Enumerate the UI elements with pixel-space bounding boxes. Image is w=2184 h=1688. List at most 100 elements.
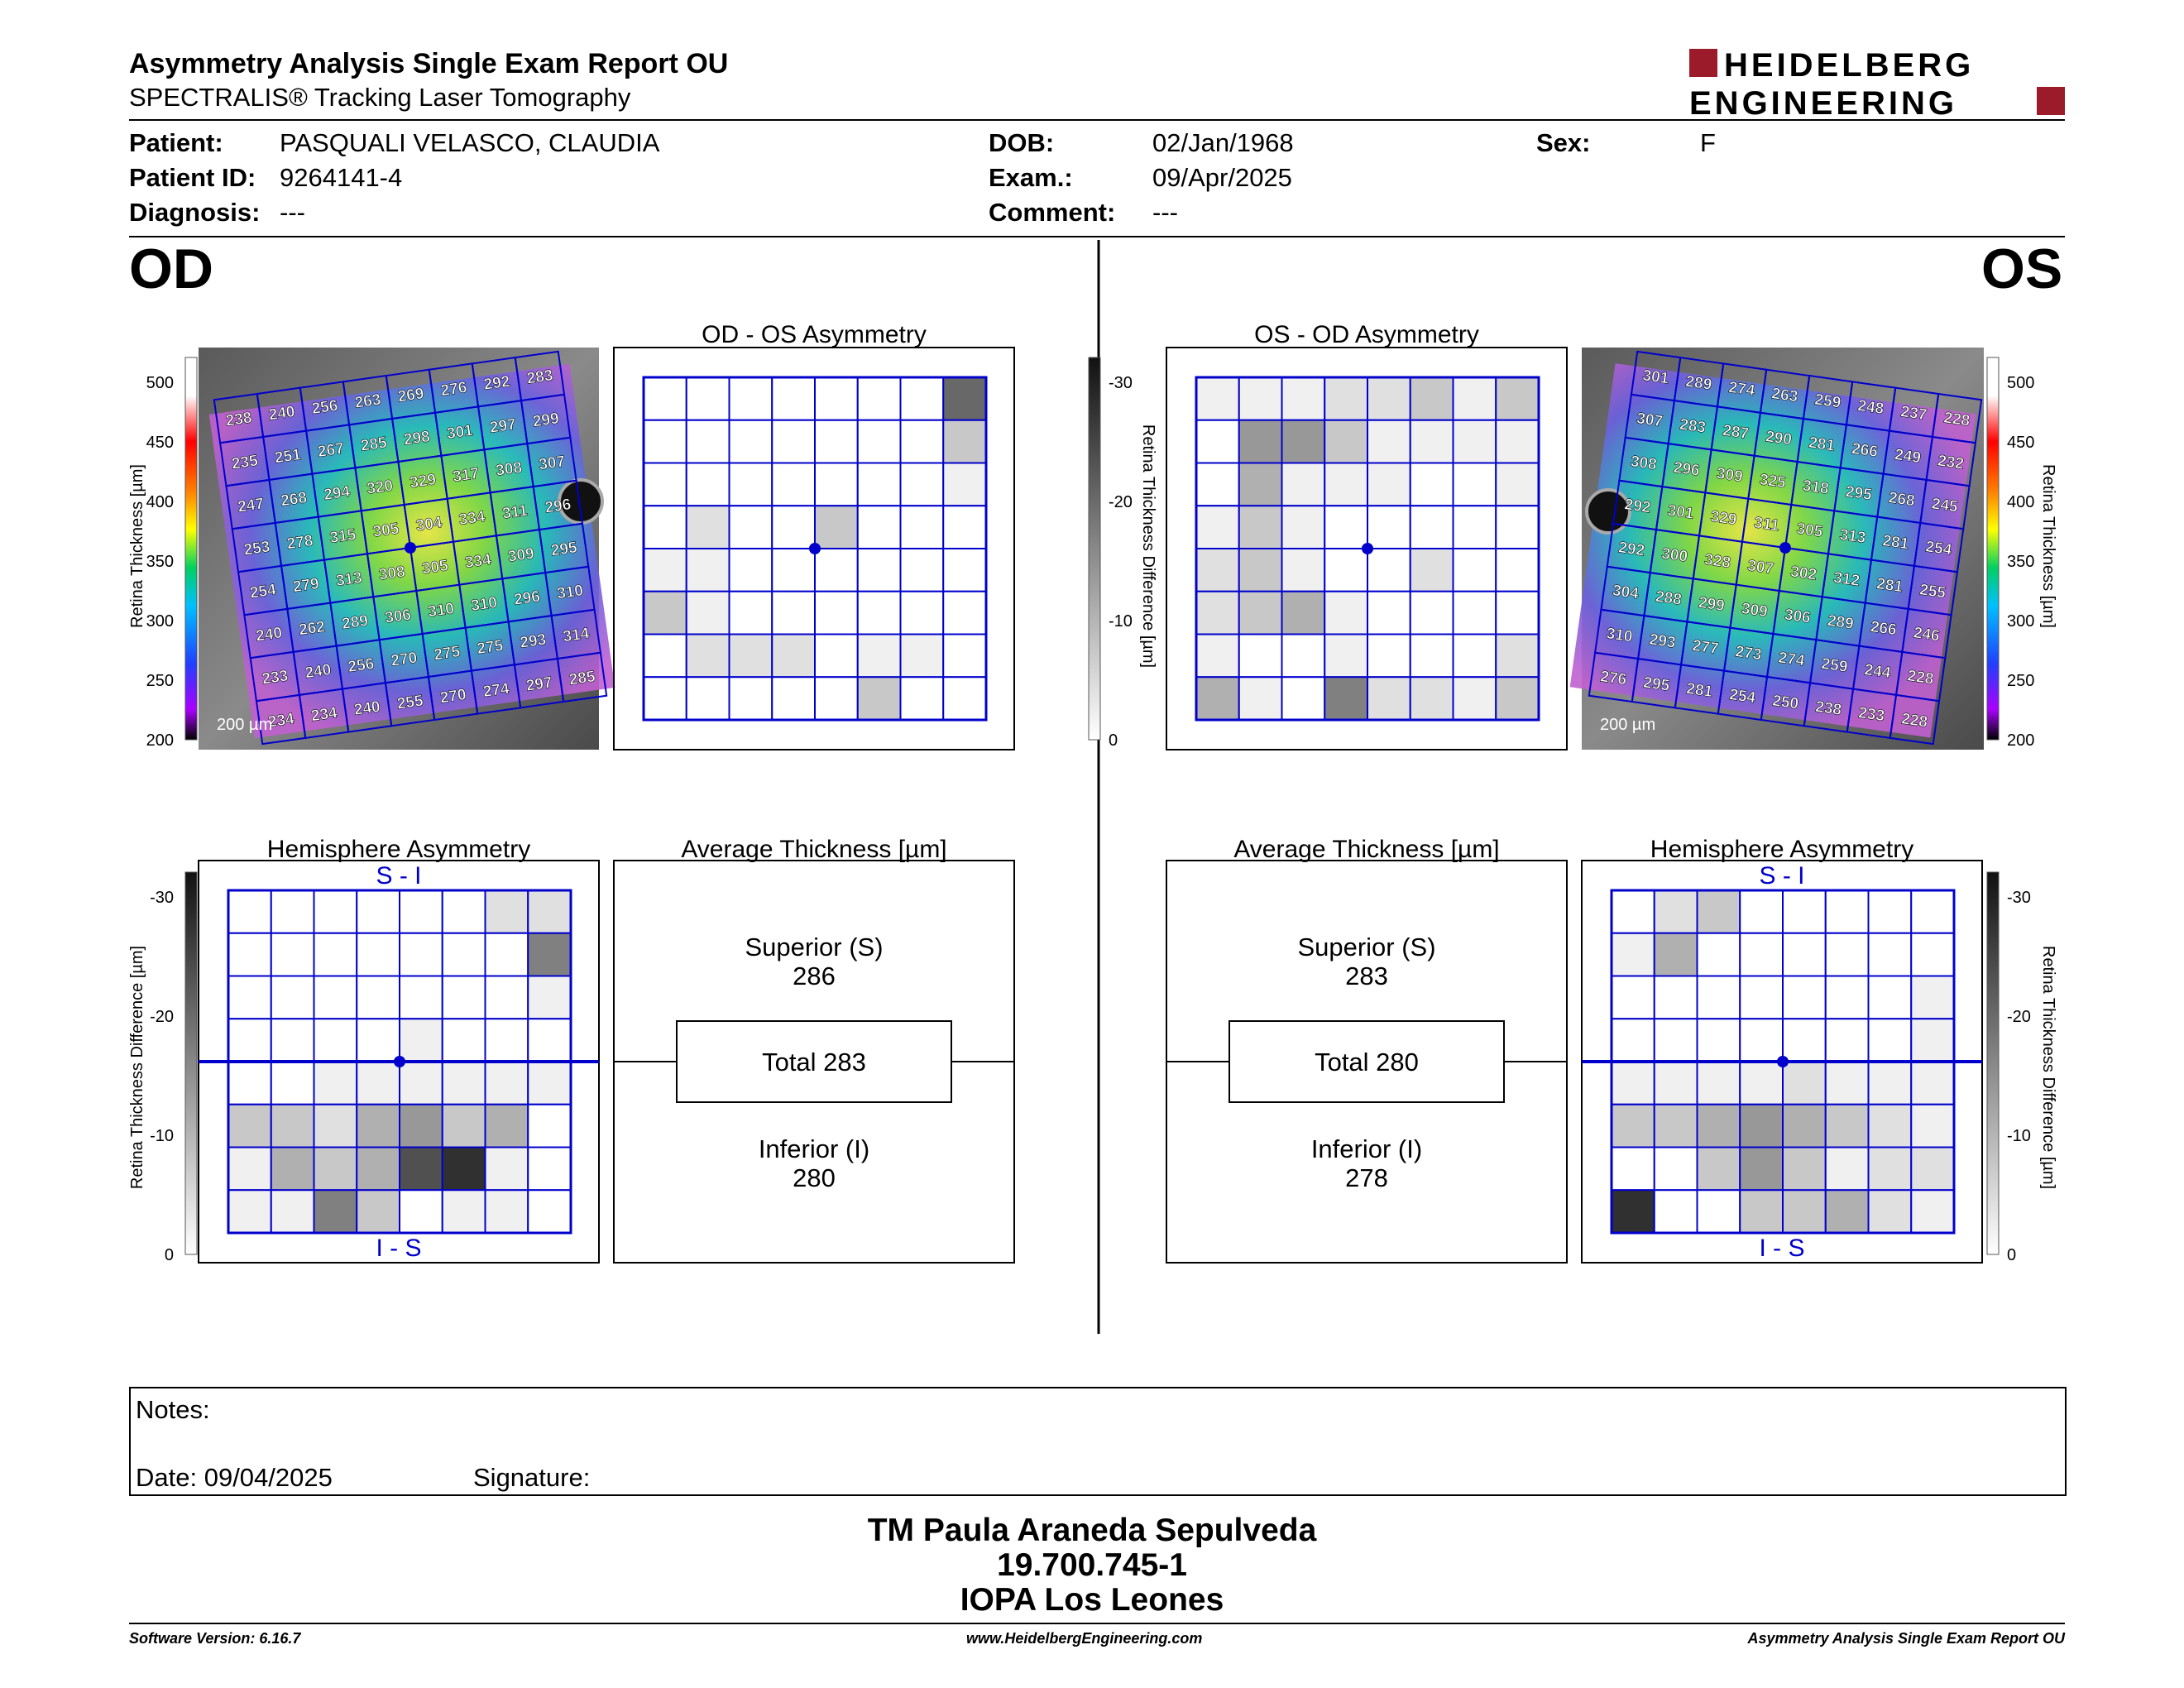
thickness-value: 249	[1894, 446, 1922, 467]
asym-cell	[1824, 890, 1870, 934]
tick-label: -20	[150, 1008, 174, 1026]
thickness-value: 308	[495, 459, 523, 480]
asym-cell	[313, 975, 358, 1020]
asym-cell	[484, 1061, 529, 1105]
software-version: Software Version: 6.16.7	[129, 1630, 301, 1647]
os-thickness-axis-label: Retina Thickness [µm]	[2039, 464, 2057, 628]
asym-cell	[399, 1103, 443, 1149]
asym-cell	[228, 932, 272, 977]
sex-value: F	[1700, 128, 1716, 157]
od-hemi-title: Hemisphere Asymmetry	[267, 836, 530, 863]
thickness-value: 301	[446, 422, 475, 443]
asym-cell	[1611, 932, 1655, 977]
thickness-value: 234	[310, 704, 339, 725]
thickness-value: 256	[347, 655, 375, 676]
os-hemi-si-label: S - I	[1759, 862, 1804, 890]
thickness-value: 299	[1698, 594, 1726, 615]
thickness-value: 266	[1870, 618, 1898, 639]
heidelberg-logo: HEIDELBERG ENGINEERING	[1689, 47, 2065, 121]
asym-cell	[1653, 1061, 1698, 1105]
od-hemi-si-label: S - I	[376, 862, 421, 890]
thickness-value: 281	[1881, 532, 1910, 553]
od-os-asym-panel	[613, 347, 1015, 750]
asym-cell	[856, 505, 902, 549]
asym-cell	[484, 932, 529, 977]
os-hemi-title: Hemisphere Asymmetry	[1650, 836, 1913, 863]
logo-line1: HEIDELBERG	[1724, 47, 1974, 84]
diagnosis-label: Diagnosis:	[129, 198, 261, 227]
patient-name: PASQUALI VELASCO, CLAUDIA	[280, 128, 660, 157]
footer-report-name: Asymmetry Analysis Single Exam Report OU	[1747, 1630, 2065, 1647]
dob-value: 02/Jan/1968	[1152, 128, 1294, 157]
asym-cell	[1324, 462, 1368, 507]
asym-cell	[1782, 932, 1827, 977]
asym-cell	[399, 975, 443, 1020]
tick-label: 250	[2007, 672, 2034, 690]
comment-label: Comment:	[989, 198, 1116, 227]
thickness-value: 289	[1827, 612, 1855, 633]
thickness-value: 310	[427, 600, 455, 621]
asym-cell	[814, 548, 859, 592]
logo-red-square-bottom	[2037, 87, 2065, 115]
asym-cell	[856, 419, 902, 464]
thickness-value: 309	[507, 545, 535, 566]
asym-cell	[942, 548, 987, 592]
sex-label: Sex:	[1536, 128, 1591, 157]
thickness-value: 292	[1623, 496, 1651, 516]
asym-cell	[899, 590, 945, 635]
thickness-value: 268	[280, 489, 308, 510]
asym-cell	[270, 890, 315, 934]
thickness-value: 297	[525, 674, 553, 695]
asym-cell	[856, 590, 902, 635]
asym-cell	[1324, 633, 1368, 679]
thickness-cell	[1889, 693, 1941, 746]
website-link[interactable]: www.HeidelbergEngineering.com	[966, 1630, 1203, 1647]
asym-cell	[441, 932, 486, 977]
os-thickness-colorbar	[1986, 357, 2000, 741]
asym-cell	[728, 590, 774, 635]
thickness-value: 274	[1777, 650, 1806, 670]
os-total-box	[1228, 1020, 1505, 1103]
thickness-value: 233	[1857, 704, 1885, 725]
asym-cell	[643, 590, 687, 635]
fovea-center	[405, 542, 416, 554]
thickness-value: 305	[421, 557, 450, 578]
exam-value: 09/Apr/2025	[1152, 163, 1292, 192]
asym-cell	[1867, 975, 1913, 1020]
tick-label: -30	[2007, 889, 2031, 907]
asym-cell	[814, 505, 859, 549]
asym-cell	[1367, 590, 1411, 635]
asym-cell	[942, 505, 987, 549]
asym-cell	[228, 1146, 272, 1192]
asym-cell	[1824, 975, 1870, 1020]
asym-cell	[399, 1018, 443, 1062]
asym-cell	[1324, 548, 1368, 592]
asym-cell	[1782, 890, 1827, 934]
asym-cell	[1696, 1189, 1741, 1234]
asym-cell	[1867, 890, 1913, 934]
asym-cell	[1238, 462, 1283, 507]
asym-cell	[728, 505, 774, 549]
asym-cell	[441, 1018, 486, 1062]
tick-label: -30	[1109, 374, 1133, 392]
thickness-value: 253	[242, 538, 271, 559]
fovea-center	[809, 543, 821, 554]
thickness-value: 269	[396, 385, 424, 405]
asym-cell	[1281, 590, 1326, 635]
thickness-value: 334	[464, 551, 493, 572]
asym-cell	[1782, 1189, 1827, 1234]
asym-cell	[1495, 633, 1540, 679]
asym-cell	[899, 633, 945, 679]
thickness-value: 310	[556, 582, 584, 602]
thickness-value: 328	[1703, 551, 1731, 572]
thickness-value: 228	[1906, 667, 1934, 688]
tick-label: 300	[2007, 612, 2034, 631]
asym-cell	[771, 376, 816, 421]
thickness-value: 299	[532, 410, 560, 430]
asym-cell	[1495, 590, 1540, 635]
thickness-value: 254	[249, 581, 278, 602]
thickness-value: 314	[562, 625, 591, 645]
asym-cell	[1910, 975, 1955, 1020]
thickness-value: 238	[225, 409, 253, 429]
